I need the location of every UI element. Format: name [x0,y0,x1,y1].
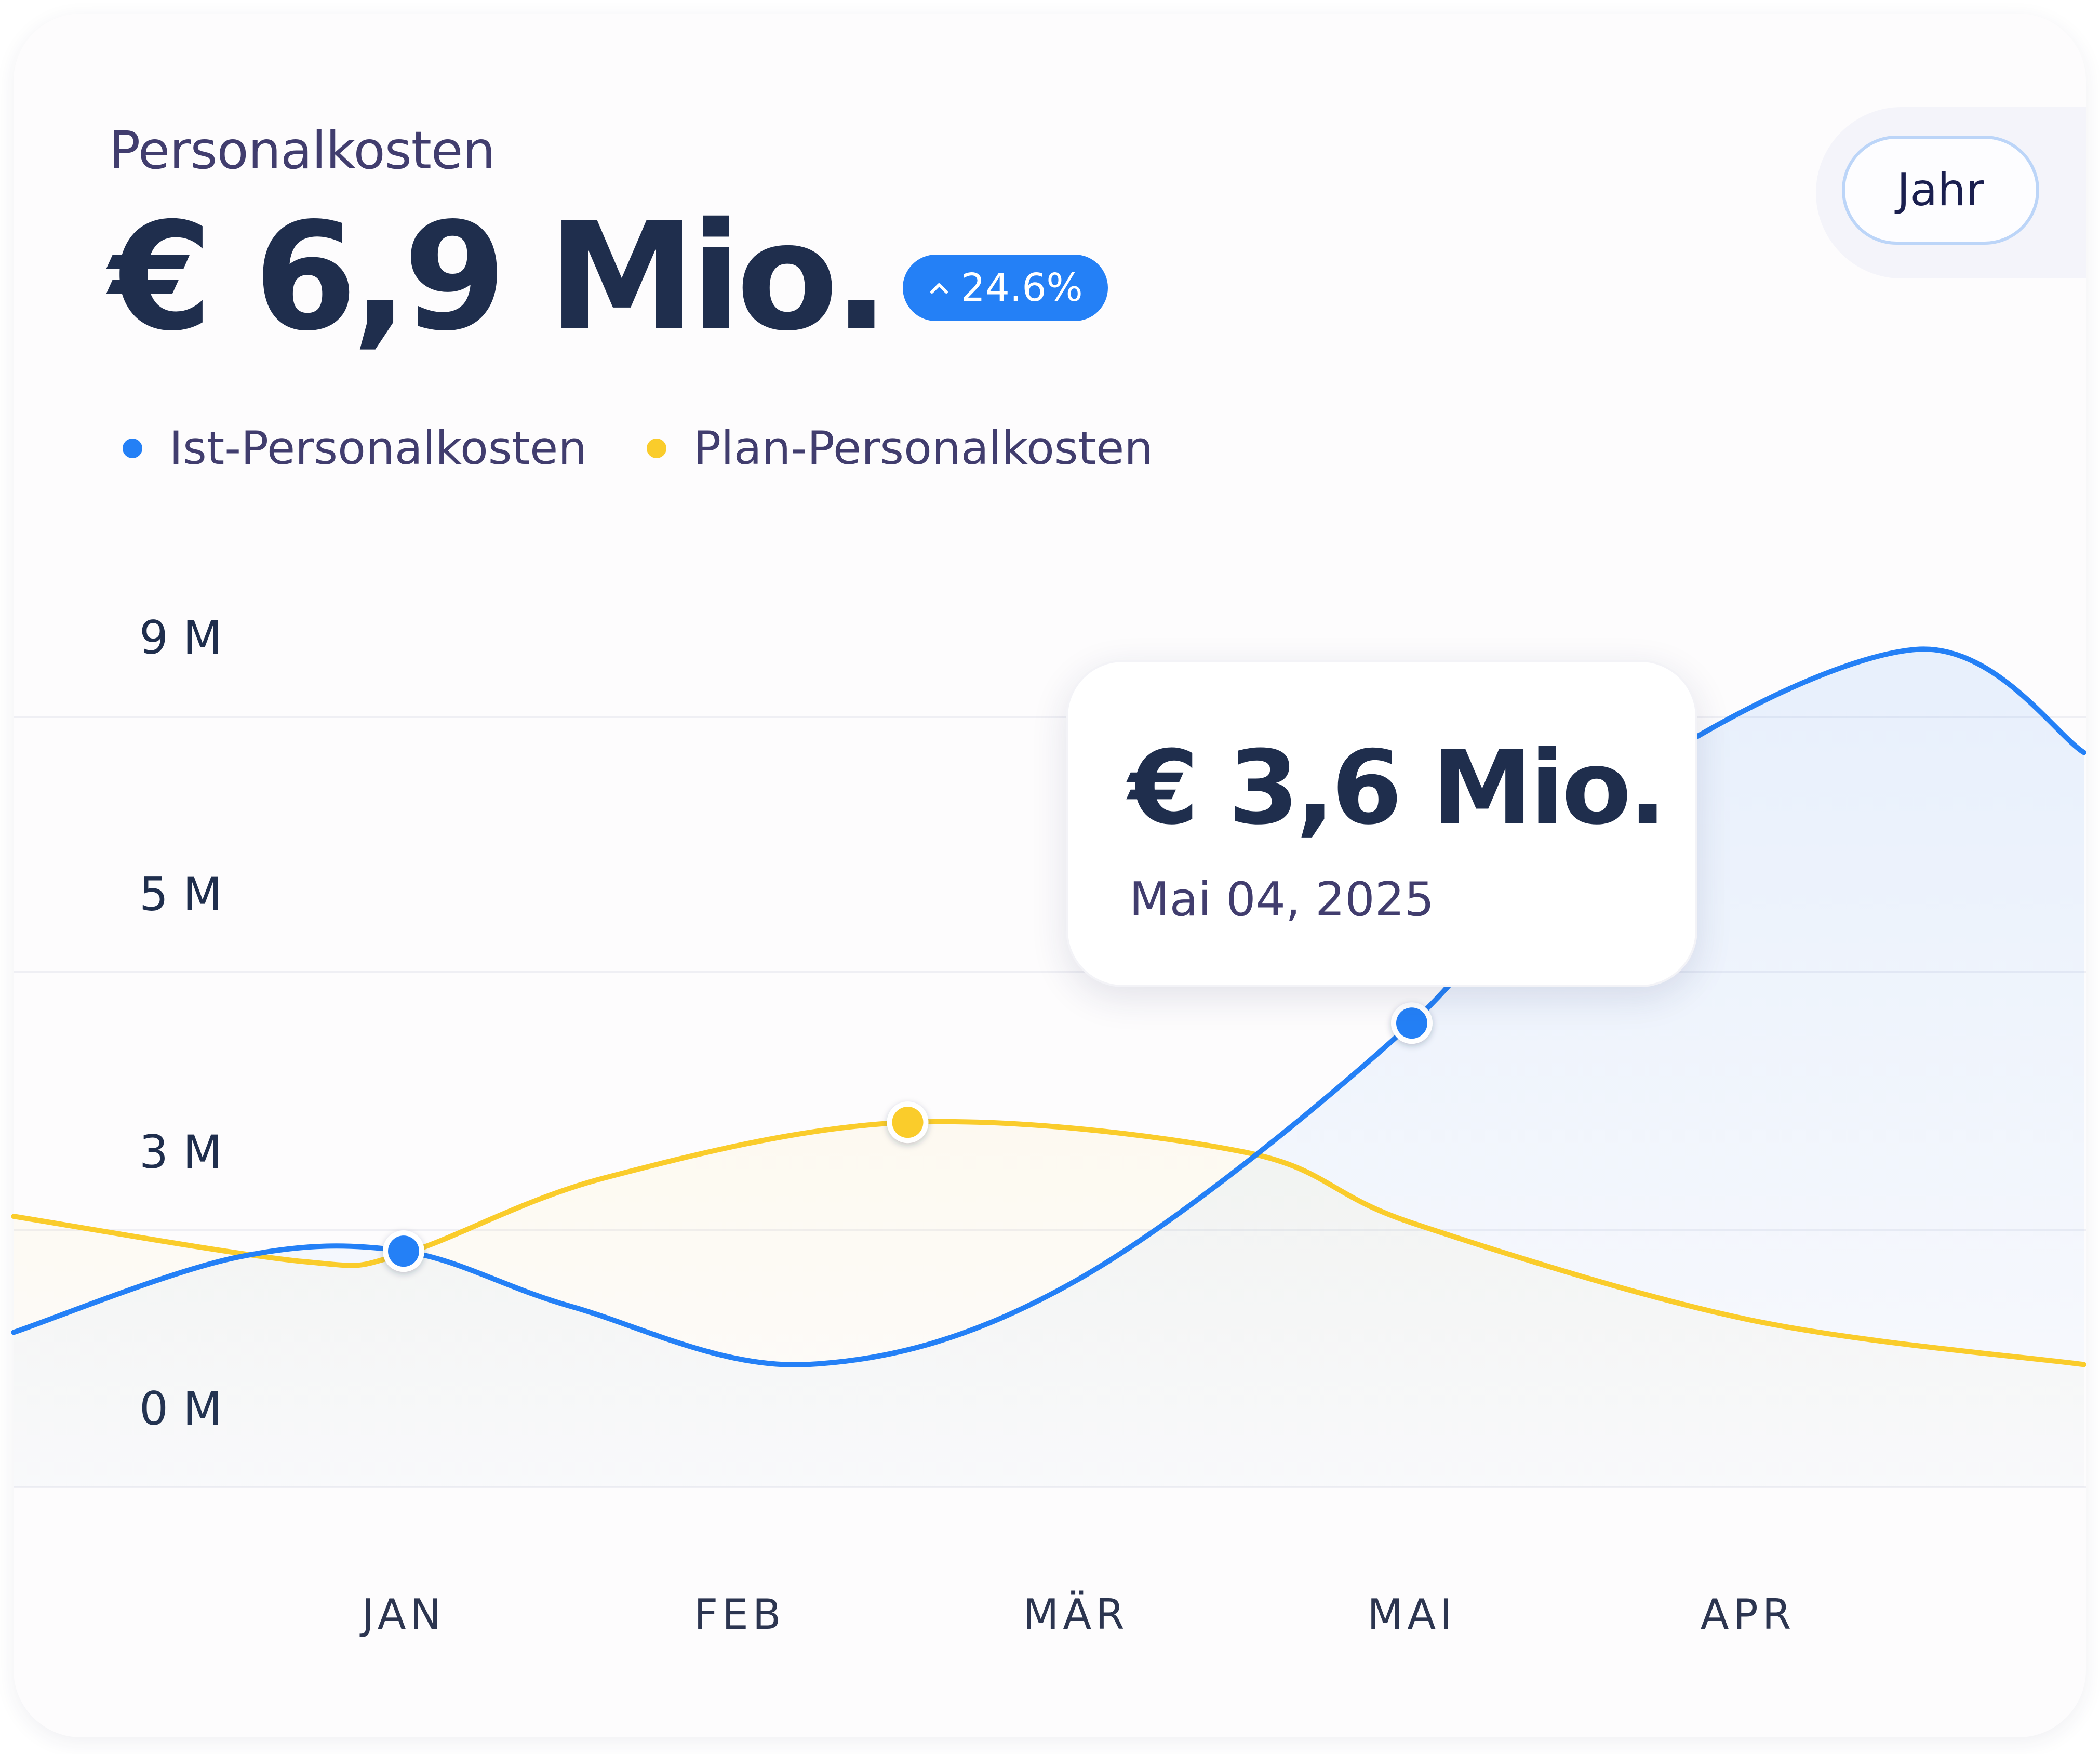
legend-item-plan: Plan-Personalkosten [647,421,1153,475]
x-axis-ticks: JAN FEB MÄR MAI APR [359,1590,1796,1639]
highlight-points [383,1002,1433,1272]
series-areas [14,649,2084,1487]
x-tick-label: JAN [359,1590,446,1639]
chevron-up-icon [930,283,948,294]
series-line-actual [11,646,2086,1367]
period-selector: Jahr [1816,107,2086,278]
y-tick-label: 9 M [139,611,222,665]
legend-dot-actual [123,438,142,458]
data-point [388,1235,419,1267]
card-title: Personalkosten [109,120,496,181]
data-point [1396,1007,1427,1039]
legend-item-actual: Ist-Personalkosten [123,421,587,475]
legend: Ist-Personalkosten Plan-Personalkosten [123,421,1213,475]
legend-label-plan: Plan-Personalkosten [693,421,1154,475]
legend-label-actual: Ist-Personalkosten [169,421,587,475]
y-tick-label: 3 M [139,1125,222,1179]
y-tick-label: 5 M [139,868,222,921]
data-point [892,1107,924,1138]
change-label: 24.6% [960,265,1083,310]
chart-tooltip: € 3,6 Mio. Mai 04, 2025 [1066,660,1697,987]
change-badge: 24.6% [902,255,1108,321]
x-tick-label: MÄR [1023,1590,1128,1639]
headline: € 6,9 Mio. 24.6% [109,203,1108,352]
x-tick-label: APR [1701,1590,1796,1639]
series-lines [11,646,2086,1367]
tooltip-value: € 3,6 Mio. [1128,729,1667,847]
series-area-actual [14,649,2084,1487]
tooltip-date: Mai 04, 2025 [1129,872,1435,927]
period-year-button[interactable]: Jahr [1842,136,2039,245]
series-line-plan [11,1119,2086,1367]
x-tick-label: FEB [694,1590,785,1639]
total-value: € 6,9 Mio. [109,191,890,364]
legend-dot-plan [647,438,667,458]
x-tick-label: MAI [1367,1590,1456,1639]
